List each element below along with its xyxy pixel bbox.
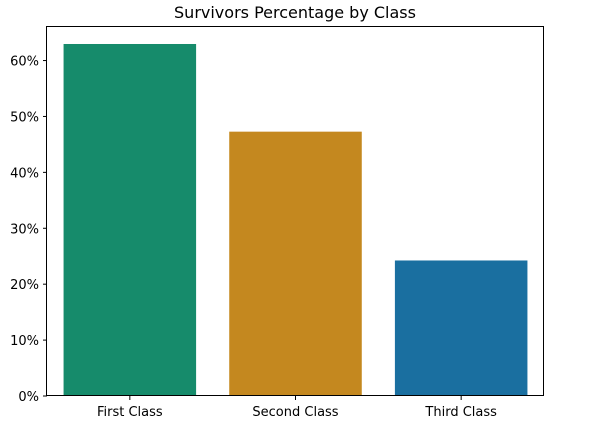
x-tick-label: First Class [97,405,163,420]
y-tick-label: 10% [10,334,39,349]
y-tick-label: 20% [10,278,39,293]
bars-group [63,43,528,397]
chart-title: Survivors Percentage by Class [174,3,416,22]
x-tick-label: Third Class [424,405,497,420]
bar-first-class [63,43,197,396]
y-tick-label: 40% [10,166,39,181]
x-tick-label: Second Class [252,405,338,420]
x-axis: First Class Second Class Third Class [97,396,497,420]
y-tick-label: 30% [10,222,39,237]
plot-frame [46,26,544,396]
bar-third-class [394,260,528,396]
bar-second-class [229,131,362,397]
y-axis: 0% 10% 20% 30% 40% 50% 60% [10,55,47,405]
y-tick-label: 50% [10,110,39,125]
y-tick-label: 60% [10,55,39,70]
y-tick-label: 0% [18,390,39,405]
